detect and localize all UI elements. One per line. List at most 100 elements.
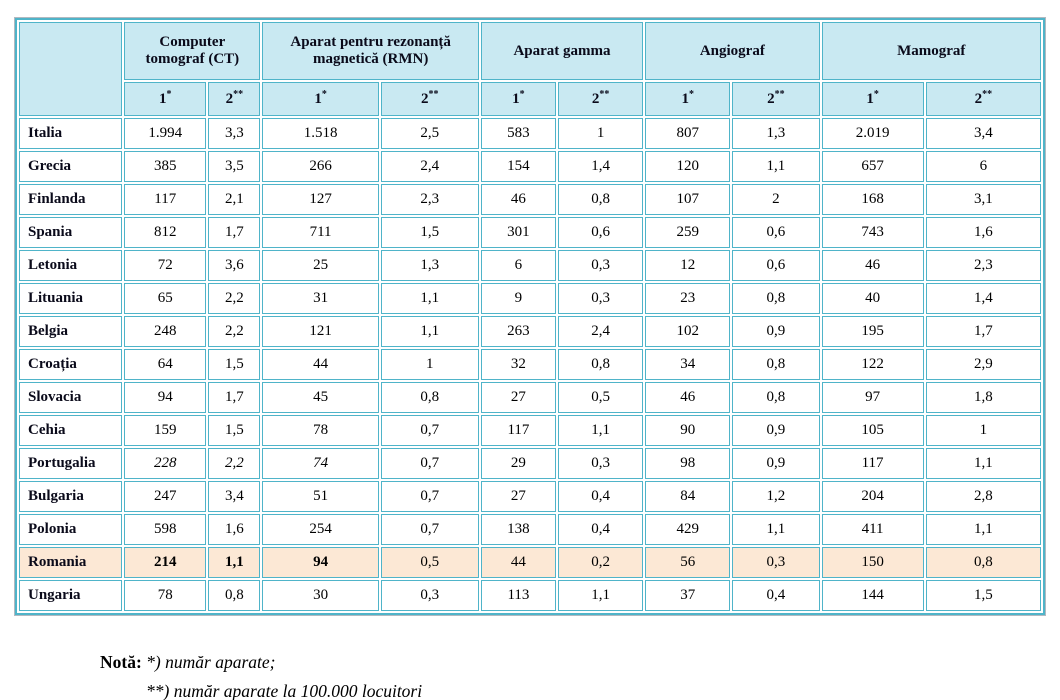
column-group-header: Aparat gamma: [480, 22, 644, 80]
value-cell: 657: [821, 151, 924, 182]
value-cell: 0,6: [732, 250, 820, 281]
sub-column-header: 1*: [262, 82, 379, 116]
value-cell: 117: [821, 448, 924, 479]
value-cell: 78: [262, 415, 379, 446]
value-cell: 254: [262, 514, 379, 545]
country-cell: Romania: [19, 547, 123, 578]
value-cell: 90: [645, 415, 731, 446]
value-cell: 1,5: [925, 580, 1041, 611]
value-cell: 266: [262, 151, 379, 182]
value-cell: 0,7: [380, 514, 479, 545]
value-cell: 204: [821, 481, 924, 512]
value-cell: 0,6: [732, 217, 820, 248]
value-cell: 6: [925, 151, 1041, 182]
value-cell: 1,2: [732, 481, 820, 512]
value-cell: 127: [262, 184, 379, 215]
value-cell: 0,8: [208, 580, 261, 611]
value-cell: 94: [124, 382, 207, 413]
value-cell: 27: [480, 382, 556, 413]
note-text-1: *) număr aparate;: [146, 652, 276, 672]
value-cell: 1,5: [208, 415, 261, 446]
value-cell: 2,2: [208, 283, 261, 314]
table-row: Portugalia 228 2,2 74 0,7 29 0,3 98 0,9 117 1,1: [19, 448, 1041, 479]
value-cell: 1,1: [208, 547, 261, 578]
country-cell: Finlanda: [19, 184, 123, 215]
country-cell: Ungaria: [19, 580, 123, 611]
corner-cell: [19, 22, 123, 116]
value-cell: 44: [480, 547, 556, 578]
value-cell: 102: [645, 316, 731, 347]
value-cell: 30: [262, 580, 379, 611]
value-cell: 34: [645, 349, 731, 380]
sub-column-header: 2**: [925, 82, 1041, 116]
value-cell: 117: [124, 184, 207, 215]
value-cell: 1,1: [380, 283, 479, 314]
value-cell: 3,5: [208, 151, 261, 182]
value-cell: 154: [480, 151, 556, 182]
table-row: Romania 214 1,1 94 0,5 44 0,2 56 0,3 150 0,8: [19, 547, 1041, 578]
table-row: Polonia 598 1,6 254 0,7 138 0,4 429 1,1 411 1,1: [19, 514, 1041, 545]
note: Notă: *) număr aparate; **) număr aparat…: [100, 648, 422, 700]
value-cell: 0,3: [732, 547, 820, 578]
value-cell: 3,3: [208, 118, 261, 149]
sub-column-header: 2**: [732, 82, 820, 116]
value-cell: 65: [124, 283, 207, 314]
value-cell: 56: [645, 547, 731, 578]
value-cell: 84: [645, 481, 731, 512]
country-cell: Lituania: [19, 283, 123, 314]
sub-column-header: 2**: [558, 82, 644, 116]
value-cell: 1,3: [380, 250, 479, 281]
sub-column-header: 1*: [821, 82, 924, 116]
equipment-table: Computer tomograf (CT) Aparat pentru rezo…: [14, 17, 1046, 616]
country-cell: Spania: [19, 217, 123, 248]
value-cell: 1.994: [124, 118, 207, 149]
value-cell: 807: [645, 118, 731, 149]
value-cell: 0,3: [558, 283, 644, 314]
value-cell: 1: [558, 118, 644, 149]
value-cell: 2,4: [558, 316, 644, 347]
value-cell: 74: [262, 448, 379, 479]
value-cell: 0,8: [558, 184, 644, 215]
value-cell: 1,3: [732, 118, 820, 149]
value-cell: 78: [124, 580, 207, 611]
value-cell: 2,3: [925, 250, 1041, 281]
value-cell: 1,1: [558, 580, 644, 611]
value-cell: 0,4: [732, 580, 820, 611]
table-row: Italia 1.994 3,3 1.518 2,5 583 1 807 1,3 2.019 3,4: [19, 118, 1041, 149]
value-cell: 107: [645, 184, 731, 215]
value-cell: 1,1: [558, 415, 644, 446]
value-cell: 45: [262, 382, 379, 413]
value-cell: 195: [821, 316, 924, 347]
value-cell: 385: [124, 151, 207, 182]
table-body: Italia 1.994 3,3 1.518 2,5 583 1 807 1,3 2.019 3,4…: [19, 118, 1041, 611]
value-cell: 138: [480, 514, 556, 545]
value-cell: 12: [645, 250, 731, 281]
value-cell: 0,4: [558, 514, 644, 545]
header-group-row: Computer tomograf (CT) Aparat pentru rezo…: [19, 22, 1041, 116]
value-cell: 812: [124, 217, 207, 248]
country-cell: Portugalia: [19, 448, 123, 479]
value-cell: 94: [262, 547, 379, 578]
value-cell: 1,1: [925, 514, 1041, 545]
value-cell: 0,7: [380, 415, 479, 446]
value-cell: 1,7: [208, 382, 261, 413]
value-cell: 214: [124, 547, 207, 578]
value-cell: 0,3: [380, 580, 479, 611]
value-cell: 1,7: [925, 316, 1041, 347]
table-row: Finlanda 117 2,1 127 2,3 46 0,8 107 2 168 3,1: [19, 184, 1041, 215]
value-cell: 25: [262, 250, 379, 281]
value-cell: 259: [645, 217, 731, 248]
value-cell: 743: [821, 217, 924, 248]
value-cell: 117: [480, 415, 556, 446]
value-cell: 228: [124, 448, 207, 479]
sub-column-header: 2**: [380, 82, 479, 116]
value-cell: 2,1: [208, 184, 261, 215]
value-cell: 247: [124, 481, 207, 512]
value-cell: 583: [480, 118, 556, 149]
value-cell: 0,8: [732, 283, 820, 314]
value-cell: 0,8: [380, 382, 479, 413]
column-group-header: Mamograf: [821, 22, 1041, 80]
value-cell: 64: [124, 349, 207, 380]
value-cell: 3,6: [208, 250, 261, 281]
